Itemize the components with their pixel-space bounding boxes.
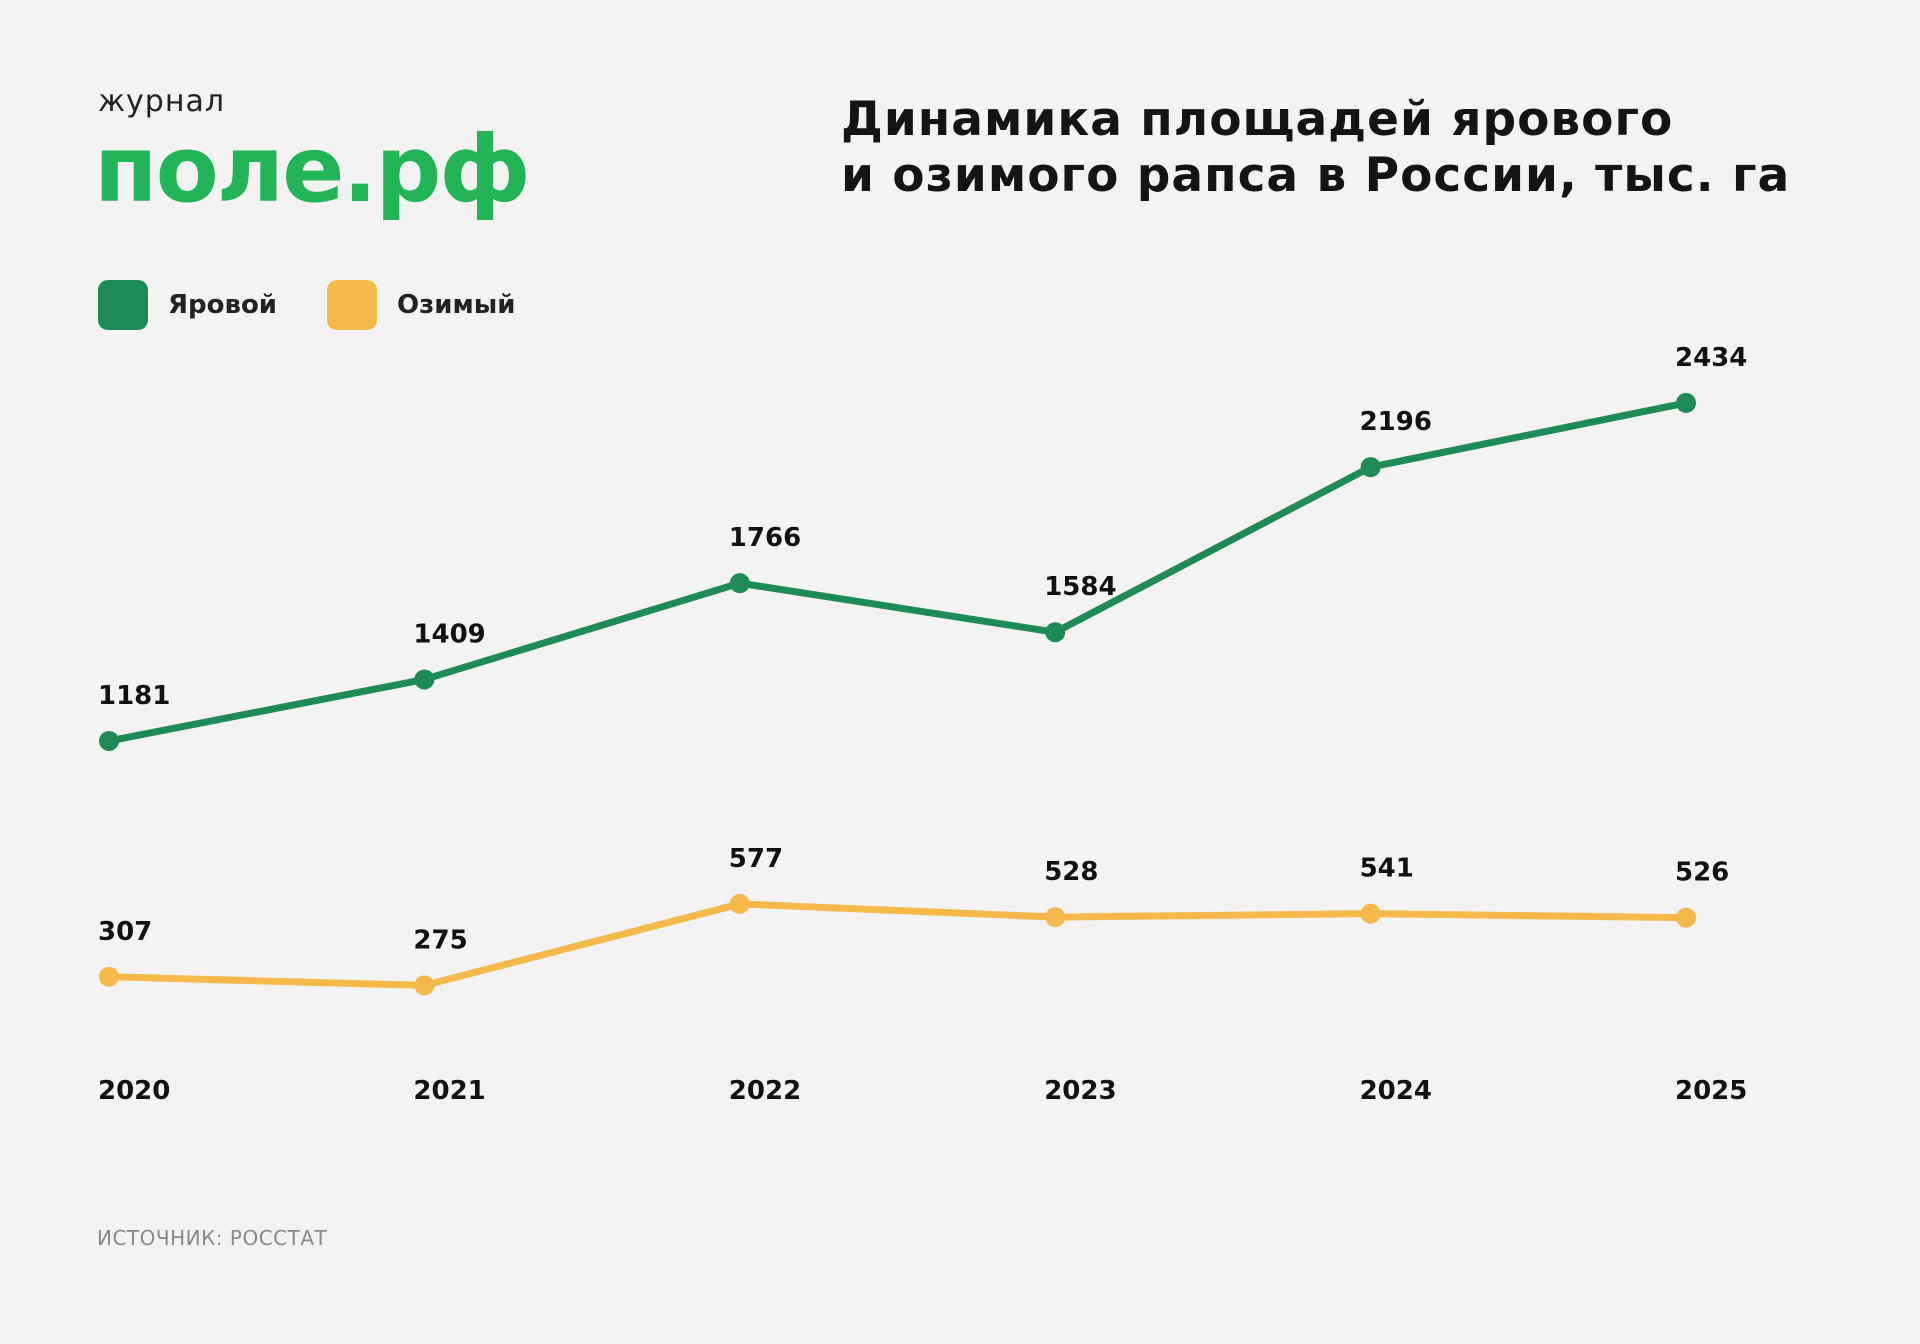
data-label: 2434 bbox=[1675, 343, 1747, 373]
data-point bbox=[99, 730, 119, 751]
series-line-1 bbox=[108, 900, 1687, 989]
data-point bbox=[1360, 903, 1381, 924]
data-point bbox=[99, 966, 119, 987]
x-tick-label: 2020 bbox=[98, 1076, 170, 1106]
x-tick-label: 2025 bbox=[1675, 1076, 1747, 1106]
data-label: 1409 bbox=[413, 619, 485, 649]
data-label: 307 bbox=[98, 917, 152, 947]
series-line-0 bbox=[108, 399, 1687, 745]
data-label: 1181 bbox=[98, 681, 170, 711]
data-label: 528 bbox=[1044, 857, 1098, 887]
data-point bbox=[1360, 457, 1381, 478]
title-line-2: и озимого рапса в России, тыс. га bbox=[841, 148, 1791, 203]
data-label: 577 bbox=[729, 844, 783, 874]
data-point bbox=[1676, 392, 1696, 413]
data-label: 2196 bbox=[1360, 407, 1432, 437]
data-point bbox=[1045, 622, 1066, 643]
data-label: 526 bbox=[1675, 858, 1729, 888]
chart-title: Динамика площадей ярового и озимого рапс… bbox=[841, 92, 1790, 204]
source-note: ИСТОЧНИК: РОССТАТ bbox=[97, 1226, 328, 1250]
legend-swatch-winter bbox=[327, 280, 378, 330]
x-tick-label: 2021 bbox=[413, 1076, 485, 1106]
x-tick-label: 2023 bbox=[1044, 1076, 1116, 1106]
logo: поле.рф bbox=[94, 116, 531, 223]
legend-label-winter: Озимый bbox=[397, 290, 516, 320]
legend-item-spring: Яровой bbox=[98, 280, 277, 330]
data-label: 1584 bbox=[1044, 572, 1116, 602]
data-point bbox=[414, 975, 435, 996]
logo-journal-text: журнал bbox=[98, 84, 225, 119]
data-label: 541 bbox=[1360, 854, 1414, 884]
legend-swatch-spring bbox=[98, 280, 148, 330]
data-point bbox=[729, 893, 750, 914]
title-line-1: Динамика площадей ярового bbox=[841, 92, 1674, 147]
data-label: 275 bbox=[413, 925, 467, 955]
data-label: 1766 bbox=[729, 523, 801, 553]
legend-item-winter: Озимый bbox=[327, 280, 515, 330]
data-point bbox=[414, 669, 435, 690]
x-tick-label: 2022 bbox=[729, 1076, 801, 1106]
data-point bbox=[1045, 907, 1066, 928]
x-tick-label: 2024 bbox=[1360, 1076, 1432, 1106]
legend: Яровой Озимый bbox=[98, 280, 565, 330]
legend-label-spring: Яровой bbox=[168, 290, 278, 320]
data-point bbox=[729, 573, 750, 594]
data-point bbox=[1676, 907, 1696, 928]
